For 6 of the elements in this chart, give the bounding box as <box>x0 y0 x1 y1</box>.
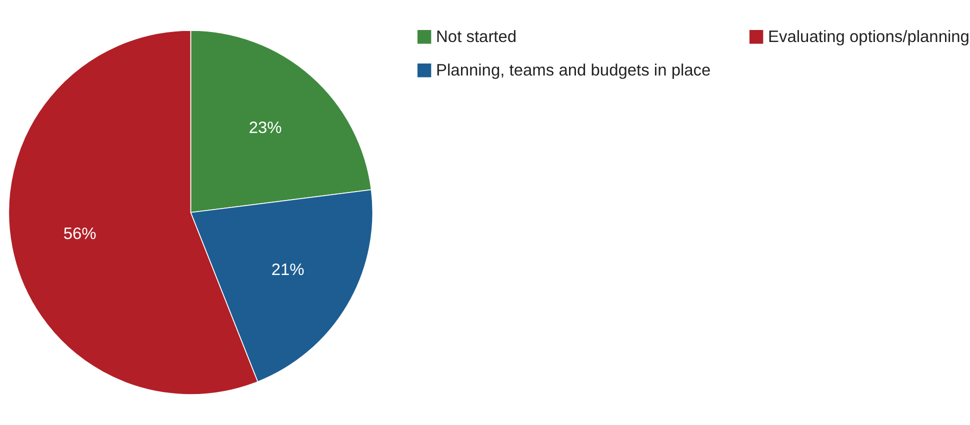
legend-label: Evaluating options/planning <box>768 28 970 46</box>
legend-label: Not started <box>436 28 517 46</box>
data-label: 56% <box>63 224 97 243</box>
data-label: 21% <box>271 261 305 280</box>
legend-label: Planning, teams and budgets in place <box>436 62 711 80</box>
data-label: 23% <box>248 119 282 138</box>
